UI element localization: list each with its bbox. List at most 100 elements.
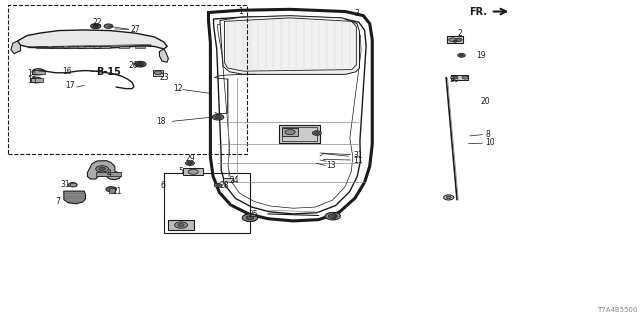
Text: T7A4B5500: T7A4B5500 [597, 307, 637, 313]
Polygon shape [11, 41, 20, 54]
Circle shape [188, 162, 193, 164]
Circle shape [178, 223, 184, 227]
Circle shape [96, 166, 108, 172]
Text: 31: 31 [353, 151, 363, 160]
Circle shape [449, 38, 456, 42]
Text: 9: 9 [332, 212, 337, 222]
Bar [36, 46, 47, 48]
Bar [447, 36, 463, 43]
Bar [68, 46, 79, 48]
Text: 22: 22 [92, 19, 102, 28]
Text: 3: 3 [355, 9, 360, 18]
Text: 18: 18 [156, 117, 166, 126]
Text: 19: 19 [476, 52, 486, 60]
Circle shape [453, 40, 457, 42]
Text: 23: 23 [159, 73, 169, 82]
Polygon shape [220, 16, 360, 74]
Circle shape [462, 76, 468, 79]
Polygon shape [64, 191, 86, 204]
Text: 10: 10 [486, 138, 495, 147]
Circle shape [328, 214, 337, 218]
Bar [183, 168, 204, 175]
Bar [31, 78, 43, 82]
Circle shape [175, 222, 188, 228]
Text: 2: 2 [458, 29, 463, 38]
Polygon shape [17, 30, 167, 49]
Bar [278, 125, 320, 142]
Circle shape [314, 132, 319, 134]
Text: 6: 6 [161, 181, 166, 190]
Bar [32, 69, 45, 74]
Bar [84, 46, 95, 48]
Text: 12: 12 [173, 84, 183, 93]
Circle shape [31, 77, 42, 83]
Text: 14: 14 [27, 69, 36, 78]
Text: B-15: B-15 [96, 67, 121, 77]
Text: 26: 26 [129, 61, 138, 70]
Text: 8: 8 [486, 130, 490, 139]
Circle shape [106, 187, 116, 192]
Circle shape [456, 38, 462, 41]
Circle shape [68, 182, 77, 187]
Text: 13: 13 [326, 161, 336, 170]
Bar [109, 188, 115, 193]
Bar [282, 128, 298, 136]
Bar [223, 178, 233, 181]
Polygon shape [159, 49, 168, 62]
Text: 15: 15 [27, 76, 36, 84]
Bar [8, 4, 246, 154]
Text: 25: 25 [248, 210, 259, 219]
Bar [52, 46, 63, 48]
Text: 5: 5 [178, 167, 183, 176]
Circle shape [325, 212, 340, 220]
Bar [96, 172, 121, 176]
Circle shape [214, 183, 222, 187]
Bar [70, 183, 76, 186]
Bar [168, 220, 195, 230]
Circle shape [186, 161, 195, 165]
Circle shape [104, 24, 113, 28]
Text: 7: 7 [55, 197, 60, 206]
Text: 20: 20 [481, 97, 490, 106]
Bar [451, 75, 468, 80]
Circle shape [246, 216, 253, 220]
Bar [119, 46, 129, 48]
Circle shape [91, 24, 100, 29]
Polygon shape [88, 161, 121, 180]
Text: 17: 17 [65, 81, 75, 90]
Circle shape [32, 69, 45, 75]
Circle shape [460, 54, 463, 56]
Circle shape [285, 130, 295, 135]
Text: 24: 24 [230, 176, 239, 185]
Text: 27: 27 [130, 25, 140, 34]
Text: 4: 4 [106, 169, 111, 178]
Text: 28: 28 [220, 180, 229, 189]
Text: 11: 11 [353, 156, 363, 165]
Text: 29: 29 [185, 154, 195, 163]
Circle shape [188, 169, 198, 174]
Text: 1: 1 [238, 7, 243, 16]
Circle shape [451, 76, 457, 79]
Circle shape [243, 214, 257, 221]
Circle shape [93, 25, 99, 28]
Circle shape [216, 184, 220, 186]
Circle shape [137, 63, 143, 66]
Text: 16: 16 [62, 67, 72, 76]
Text: 31: 31 [61, 180, 70, 189]
Text: FR.: FR. [470, 6, 488, 17]
Circle shape [444, 195, 454, 200]
Circle shape [134, 61, 146, 67]
Circle shape [312, 131, 321, 135]
Bar [164, 173, 250, 233]
Bar [282, 127, 317, 141]
Bar [100, 46, 110, 48]
Bar [153, 70, 163, 76]
Bar [135, 46, 145, 48]
Circle shape [215, 116, 221, 119]
Circle shape [154, 71, 162, 75]
Circle shape [458, 53, 465, 57]
Text: 21: 21 [113, 187, 122, 196]
Circle shape [212, 114, 224, 120]
Circle shape [446, 196, 451, 199]
Text: 30: 30 [449, 75, 459, 84]
